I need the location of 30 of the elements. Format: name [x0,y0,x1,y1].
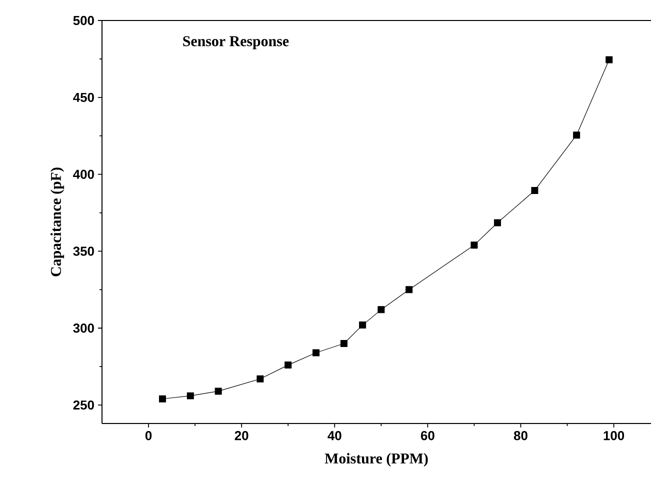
x-tick-label: 100 [604,431,624,440]
x-tick-label: 40 [328,431,342,440]
point [340,340,348,348]
point [284,362,292,369]
y-tick-label: 300 [73,324,94,333]
x-tick-label: 80 [514,431,528,440]
point [186,392,194,400]
y-tick-label: 250 [73,400,94,410]
point [312,349,320,356]
y-tick-label: 400 [73,170,94,179]
point [531,186,538,194]
point [573,132,580,139]
text: Sensor Response [183,36,289,50]
x-tick-label: 20 [234,431,248,440]
point [470,242,478,249]
point [359,322,366,329]
point [378,306,385,314]
x-tick-label: 60 [420,431,434,440]
x-tick-label: 0 [145,431,152,440]
y-tick-label: 450 [73,92,94,102]
point [256,375,264,382]
point [494,219,501,226]
y-tick-label: 500 [73,16,94,26]
x-axis-title: Moisture (PPM) [324,453,428,467]
y-tick-label: 350 [73,246,94,256]
point [158,395,166,402]
point [606,56,613,64]
point [406,286,413,294]
y-axis-title: Capacitance (pF) [50,168,64,276]
point [214,388,222,395]
